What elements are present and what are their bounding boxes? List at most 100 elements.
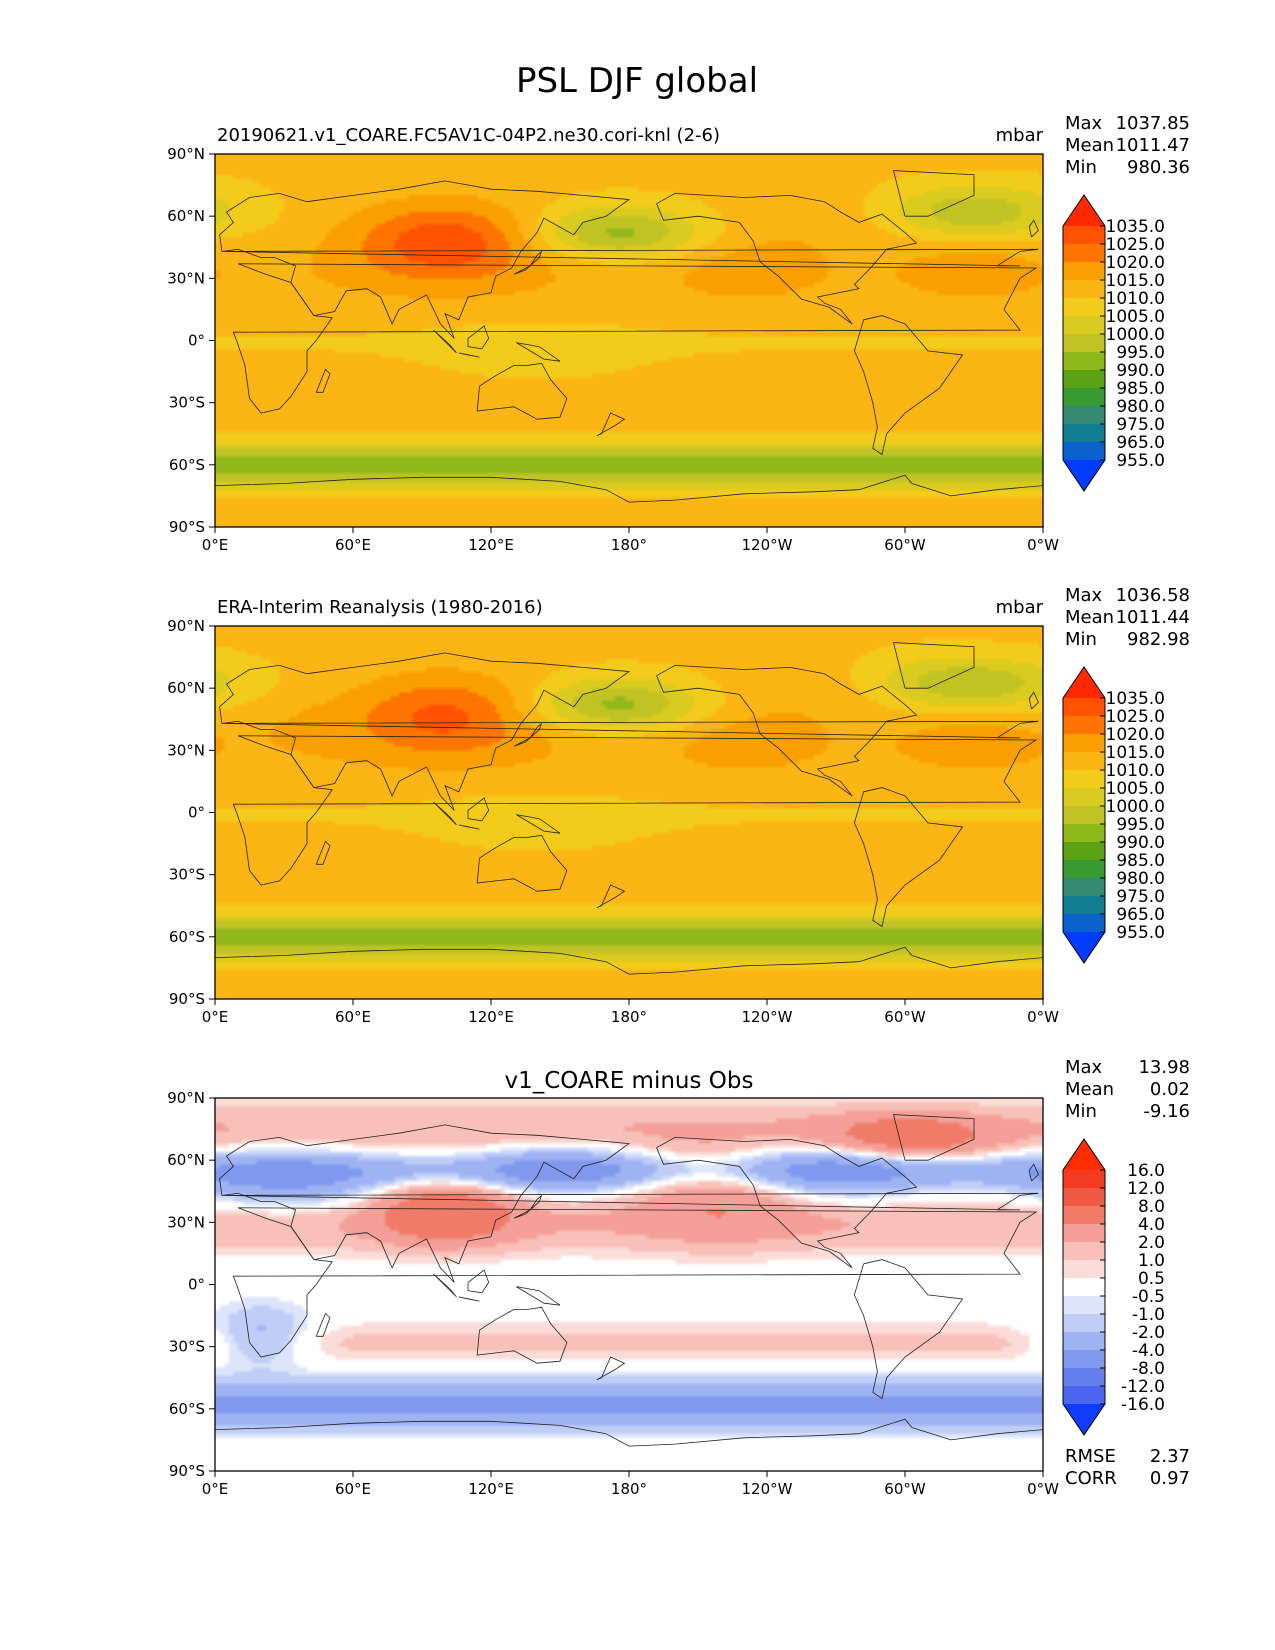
colorbar-label: 985.0 <box>1116 851 1165 871</box>
colorbar-extend-max <box>1063 1139 1105 1170</box>
panel-title: ERA-Interim Reanalysis (1980-2016) <box>217 597 543 618</box>
colorbar-box <box>1063 698 1105 717</box>
colorbar-label: 4.0 <box>1138 1215 1165 1235</box>
colorbar-label: 955.0 <box>1116 923 1165 943</box>
colorbar-box <box>1063 1188 1105 1207</box>
panel-units: mbar <box>996 125 1044 146</box>
colorbar-label: 1005.0 <box>1106 779 1165 799</box>
colorbar-label: 1010.0 <box>1106 289 1165 309</box>
colorbar-box <box>1063 316 1105 335</box>
stat-value: 0.02 <box>1150 1079 1190 1100</box>
stat-label: Mean <box>1065 607 1114 628</box>
footer-stat-value: 2.37 <box>1150 1446 1190 1467</box>
colorbar-box <box>1063 716 1105 735</box>
coastline-4 <box>656 1136 918 1269</box>
coastline-1 <box>232 1207 1038 1358</box>
stat-label: Max <box>1065 113 1103 134</box>
x-tick-label: 0°W <box>1027 1480 1059 1498</box>
x-tick-label: 120°W <box>742 1480 793 1498</box>
colorbar-box <box>1063 752 1105 771</box>
coastline-1 <box>232 735 1038 886</box>
colorbar-box <box>1063 824 1105 843</box>
coastline-8 <box>513 1195 542 1219</box>
x-tick-label: 120°E <box>468 1480 514 1498</box>
colorbar-label: 1025.0 <box>1106 707 1165 727</box>
y-tick-label: 30°N <box>167 741 205 759</box>
colorbar-label: 12.0 <box>1127 1179 1165 1199</box>
colorbar-box <box>1063 1296 1105 1315</box>
x-tick-label: 120°E <box>468 1008 514 1026</box>
colorbar-box <box>1063 1350 1105 1369</box>
y-tick-label: 0° <box>188 332 205 350</box>
colorbar-box <box>1063 424 1105 443</box>
y-tick-label: 60°N <box>167 679 205 697</box>
colorbar-box <box>1063 770 1105 789</box>
coastline-11 <box>458 824 480 830</box>
coastline-5 <box>853 1259 964 1400</box>
x-tick-label: 180° <box>611 1480 647 1498</box>
colorbar-label: 1000.0 <box>1106 325 1165 345</box>
coastline-11 <box>458 1296 480 1302</box>
x-tick-label: 0°E <box>202 536 229 554</box>
coastline-2 <box>315 840 331 865</box>
colorbar-label: 2.0 <box>1138 1233 1165 1253</box>
coastline-4 <box>656 664 918 797</box>
colorbar-box <box>1063 878 1105 897</box>
colorbar-box <box>1063 788 1105 807</box>
colorbar-box <box>1063 1314 1105 1333</box>
colorbar-box <box>1063 860 1105 879</box>
coastlines <box>215 642 1043 975</box>
y-tick-label: 90°S <box>169 990 205 1008</box>
stat-label: Mean <box>1065 1079 1114 1100</box>
y-tick-label: 60°N <box>167 1151 205 1169</box>
y-tick-label: 60°N <box>167 207 205 225</box>
coastline-14 <box>596 1356 626 1381</box>
coastline-5 <box>853 315 964 456</box>
coastline-6 <box>892 642 975 689</box>
stat-value: 980.36 <box>1127 157 1190 178</box>
y-tick-label: 90°S <box>169 518 205 536</box>
colorbar-box <box>1063 1206 1105 1225</box>
coastline-12 <box>467 1269 490 1294</box>
colorbar-label: 1015.0 <box>1106 271 1165 291</box>
y-tick-label: 30°N <box>167 269 205 287</box>
colorbar-extend-min <box>1063 932 1105 963</box>
colorbar-box <box>1063 914 1105 933</box>
colorbar-box <box>1063 244 1105 263</box>
colorbar-label: -2.0 <box>1132 1323 1165 1343</box>
x-tick-label: 60°E <box>335 1008 371 1026</box>
coastlines <box>215 170 1043 503</box>
x-tick-label: 60°W <box>884 1008 926 1026</box>
y-tick-label: 60°S <box>169 928 205 946</box>
x-tick-label: 0°W <box>1027 1008 1059 1026</box>
coastline-7 <box>215 1418 1043 1447</box>
coastline-9 <box>1028 1163 1039 1182</box>
colorbar-box <box>1063 388 1105 407</box>
colorbar-label: 1.0 <box>1138 1251 1165 1271</box>
x-tick-label: 60°W <box>884 1480 926 1498</box>
coastline-8 <box>513 251 542 275</box>
colorbar-label: 995.0 <box>1116 815 1165 835</box>
colorbar-label: 975.0 <box>1116 415 1165 435</box>
y-tick-label: 60°S <box>169 1400 205 1418</box>
colorbar-label: 1020.0 <box>1106 725 1165 745</box>
coastline-6 <box>892 1114 975 1161</box>
footer-stat-label: RMSE <box>1065 1446 1116 1467</box>
stat-label: Min <box>1065 629 1097 650</box>
stat-value: 13.98 <box>1138 1057 1190 1078</box>
coastline-3 <box>476 1306 568 1364</box>
colorbar-box <box>1063 1170 1105 1189</box>
x-tick-label: 120°E <box>468 536 514 554</box>
stat-value: 1011.47 <box>1116 135 1190 156</box>
y-tick-label: 90°N <box>167 617 205 635</box>
panel-3: 0°E 60°E 120°E 180° 120°W 60°W 0°W 90°N 60°N 30°N… <box>167 1057 1190 1498</box>
colorbar-box <box>1063 1332 1105 1351</box>
colorbar-box <box>1063 734 1105 753</box>
footer-stat-label: CORR <box>1065 1468 1117 1489</box>
colorbar-box <box>1063 1224 1105 1243</box>
coastline-12 <box>467 797 490 822</box>
figure-title: PSL DJF global <box>516 61 758 101</box>
coastline-9 <box>1028 219 1039 238</box>
colorbar-label: 1035.0 <box>1106 217 1165 237</box>
